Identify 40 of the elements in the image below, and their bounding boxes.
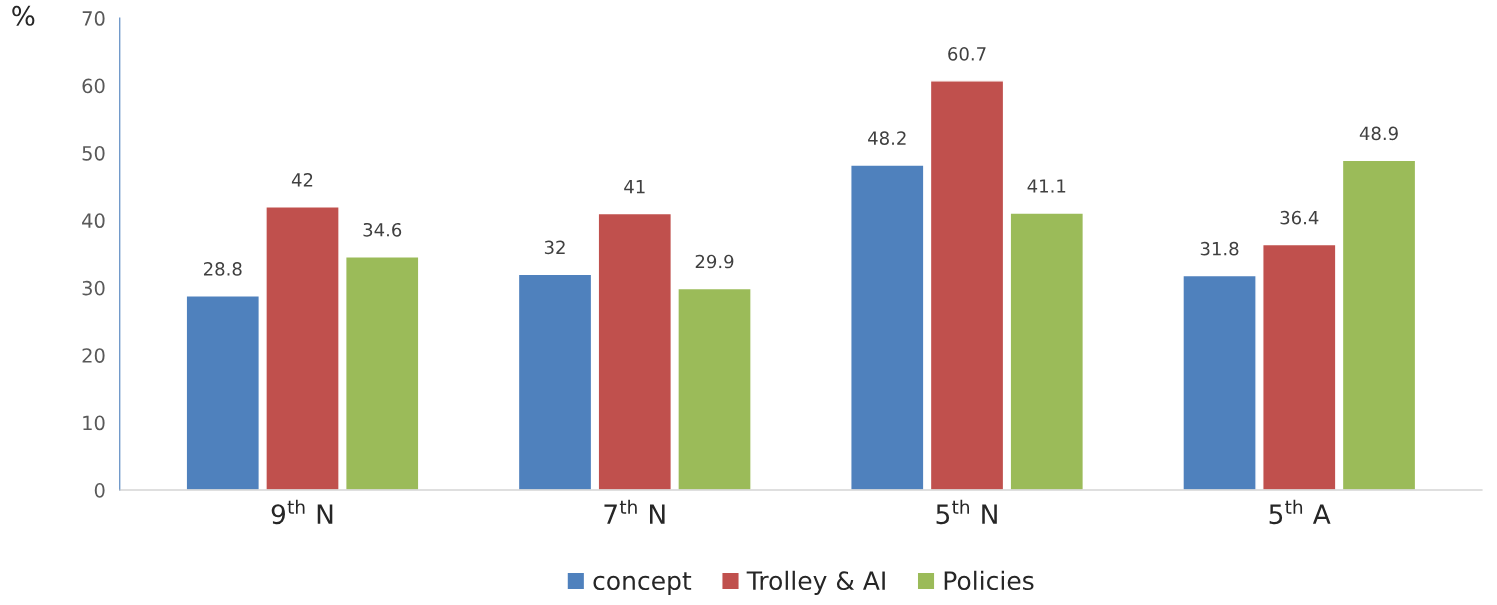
x-tick-label: 5$^{th}$ A [1269, 499, 1331, 525]
y-tick-label: 20 [82, 348, 105, 363]
data-label: 41 [624, 180, 645, 194]
data-label: 36.4 [1280, 210, 1319, 225]
bar [1341, 159, 1417, 491]
y-tick-label: 10 [83, 415, 105, 431]
data-label: 42 [291, 173, 313, 187]
bar [1182, 274, 1257, 491]
bar [850, 164, 925, 491]
data-label: 28.8 [203, 262, 242, 276]
bar [677, 287, 752, 491]
data-label: 32 [544, 240, 565, 255]
legend-label: concept [593, 572, 692, 595]
data-label: 41.1 [1027, 179, 1066, 193]
bar [265, 206, 340, 491]
bar [597, 212, 673, 491]
bar [929, 80, 1005, 491]
bar [185, 295, 261, 491]
y-tick-label: 0 [94, 483, 105, 498]
x-tick-label: 7$^{th}$ N [604, 499, 665, 524]
y-tick-label: 60 [82, 78, 105, 94]
x-tick-label: 9$^{th}$ N [271, 499, 333, 525]
y-tick-label: 70 [82, 11, 105, 26]
bar [345, 256, 420, 491]
y-tick-label: 40 [82, 213, 105, 229]
y-tick-label: 30 [82, 280, 105, 296]
y-tick-label: 50 [82, 145, 105, 161]
data-label: 48.9 [1359, 126, 1398, 141]
data-label: 34.6 [363, 222, 402, 237]
bar [1262, 243, 1337, 491]
legend-label: Trolley & AI [746, 570, 885, 595]
x-tick-label: 5$^{th}$ N [936, 499, 997, 525]
bar [1009, 212, 1085, 491]
data-label: 29.9 [695, 254, 734, 269]
legend-label: Policies [944, 570, 1034, 591]
bar [517, 273, 593, 491]
data-label: 60.7 [948, 47, 986, 61]
data-label: 48.2 [868, 131, 906, 145]
y-axis-title: % [12, 5, 35, 26]
data-label: 31.8 [1200, 241, 1239, 256]
